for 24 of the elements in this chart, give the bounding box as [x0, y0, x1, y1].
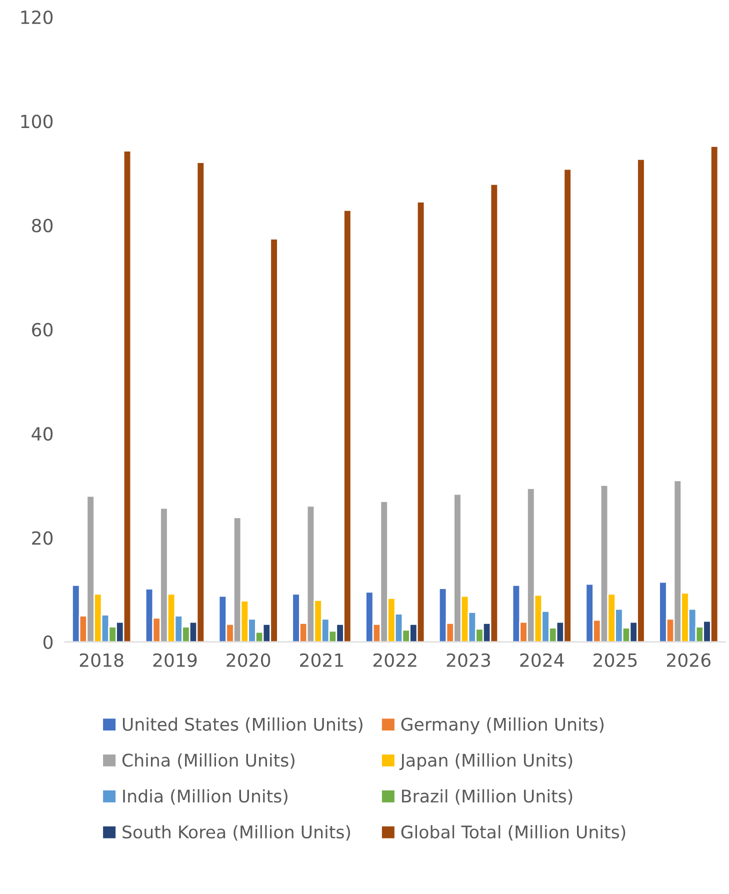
y-tick-label: 20	[32, 531, 53, 545]
y-tick-label: 0	[43, 635, 53, 650]
y-tick-label: 40	[32, 427, 53, 441]
x-tick-label: 2018	[80, 653, 124, 667]
y-tick-label: 100	[21, 114, 53, 128]
legend-label: Global Total (Million Units)	[401, 825, 626, 841]
legend-label: United States (Million Units)	[122, 717, 362, 733]
x-tick-label: 2019	[153, 653, 197, 667]
legend-label: Japan (Million Units)	[399, 753, 572, 770]
legend-label: South Korea (Million Units)	[122, 825, 350, 841]
y-tick-label: 80	[32, 218, 53, 232]
x-tick-label: 2021	[300, 653, 344, 667]
y-tick-label: 60	[32, 322, 53, 337]
x-tick-label: 2025	[594, 653, 637, 667]
x-tick-label: 2022	[373, 653, 416, 667]
x-tick-label: 2023	[446, 653, 490, 667]
legend-label: China (Million Units)	[122, 753, 294, 769]
legend-label: Germany (Million Units)	[401, 717, 604, 734]
x-tick-label: 2026	[667, 653, 710, 667]
legend-label: Brazil (Million Units)	[402, 789, 572, 805]
x-tick-label: 2024	[520, 653, 564, 667]
y-tick-label: 120	[21, 10, 53, 24]
x-tick-label: 2020	[226, 653, 270, 667]
legend-label: India (Million Units)	[123, 789, 288, 805]
